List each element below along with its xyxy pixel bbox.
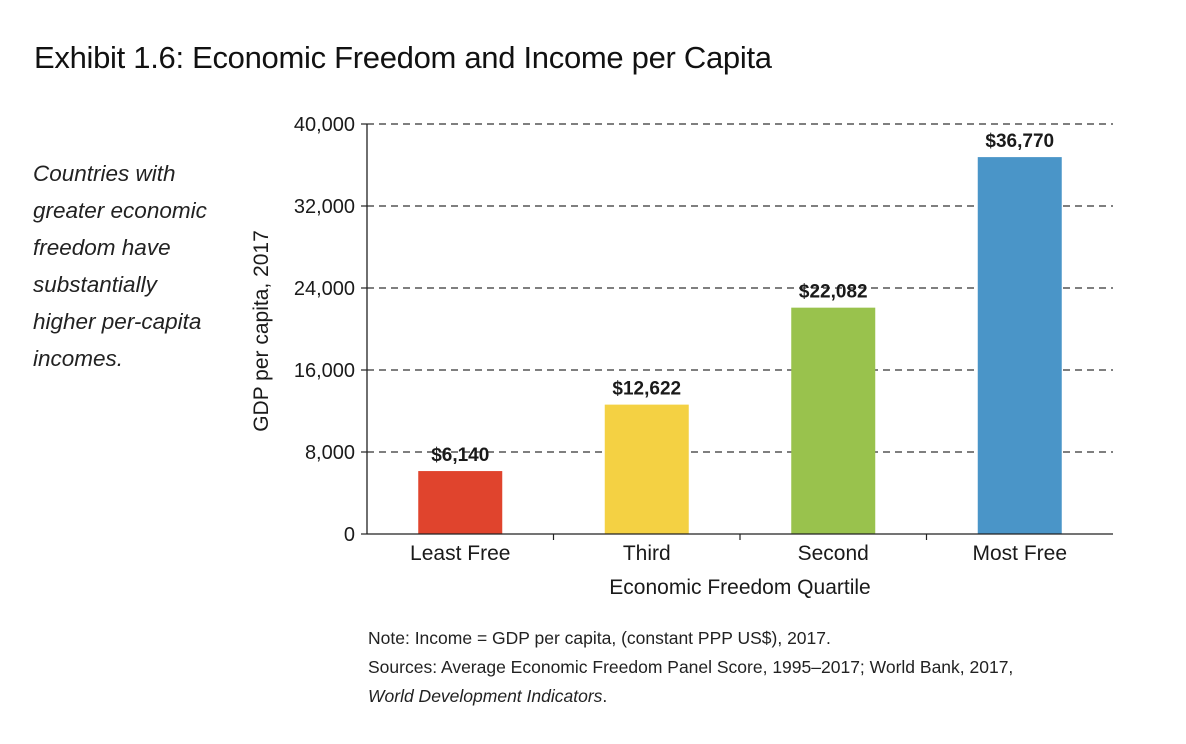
x-tick-label: Second (798, 542, 869, 565)
side-note-line: incomes. (33, 346, 124, 371)
footnote: Note: Income = GDP per capita, (constant… (368, 624, 1013, 711)
bar-value-label: $22,082 (799, 282, 868, 303)
y-tick-label: 16,000 (294, 360, 355, 382)
bar-value-labels: $6,140 $12,622 $22,082 $36,770 (431, 131, 1054, 466)
side-note-line: higher per-capita (33, 309, 202, 334)
side-note-line: Countries with (33, 161, 176, 186)
side-note-line: freedom have (33, 235, 171, 260)
footnote-source-title-line: World Development Indicators. (368, 682, 1013, 711)
x-tick-label: Least Free (410, 542, 510, 565)
chart-title: Exhibit 1.6: Economic Freedom and Income… (34, 40, 772, 75)
footnote-note: Note: Income = GDP per capita, (constant… (368, 628, 831, 648)
x-tick-label: Third (623, 542, 671, 565)
x-axis-ticks: Least Free Third Second Most Free (410, 534, 1067, 565)
bar-value-label: $12,622 (612, 379, 681, 400)
footnote-source-title-end: . (602, 686, 608, 706)
bar (791, 307, 876, 534)
bar (418, 471, 503, 534)
y-tick-label: 40,000 (294, 114, 355, 136)
side-note: Countries with greater economic freedom … (33, 155, 243, 377)
x-tick-label: Most Free (972, 542, 1067, 565)
footnote-sources: Sources: Average Economic Freedom Panel … (368, 657, 1014, 677)
bar-value-label: $36,770 (985, 131, 1054, 152)
y-tick-label: 0 (344, 524, 355, 546)
bar (604, 404, 689, 534)
grid-lines (367, 123, 1113, 453)
bar-value-label: $6,140 (431, 445, 489, 466)
footnote-source-title: World Development Indicators (368, 686, 603, 706)
side-note-line: greater economic (33, 198, 207, 223)
y-tick-label: 24,000 (294, 278, 355, 300)
x-axis-title: Economic Freedom Quartile (609, 576, 870, 599)
y-tick-label: 8,000 (305, 442, 355, 464)
y-axis-ticks: 0 8,000 16,000 24,000 32,000 40,000 (294, 114, 367, 546)
bar (977, 157, 1062, 535)
y-tick-label: 32,000 (294, 196, 355, 218)
bars (418, 157, 1062, 535)
side-note-line: substantially (33, 272, 157, 297)
y-axis-title: GDP per capita, 2017 (250, 230, 273, 432)
